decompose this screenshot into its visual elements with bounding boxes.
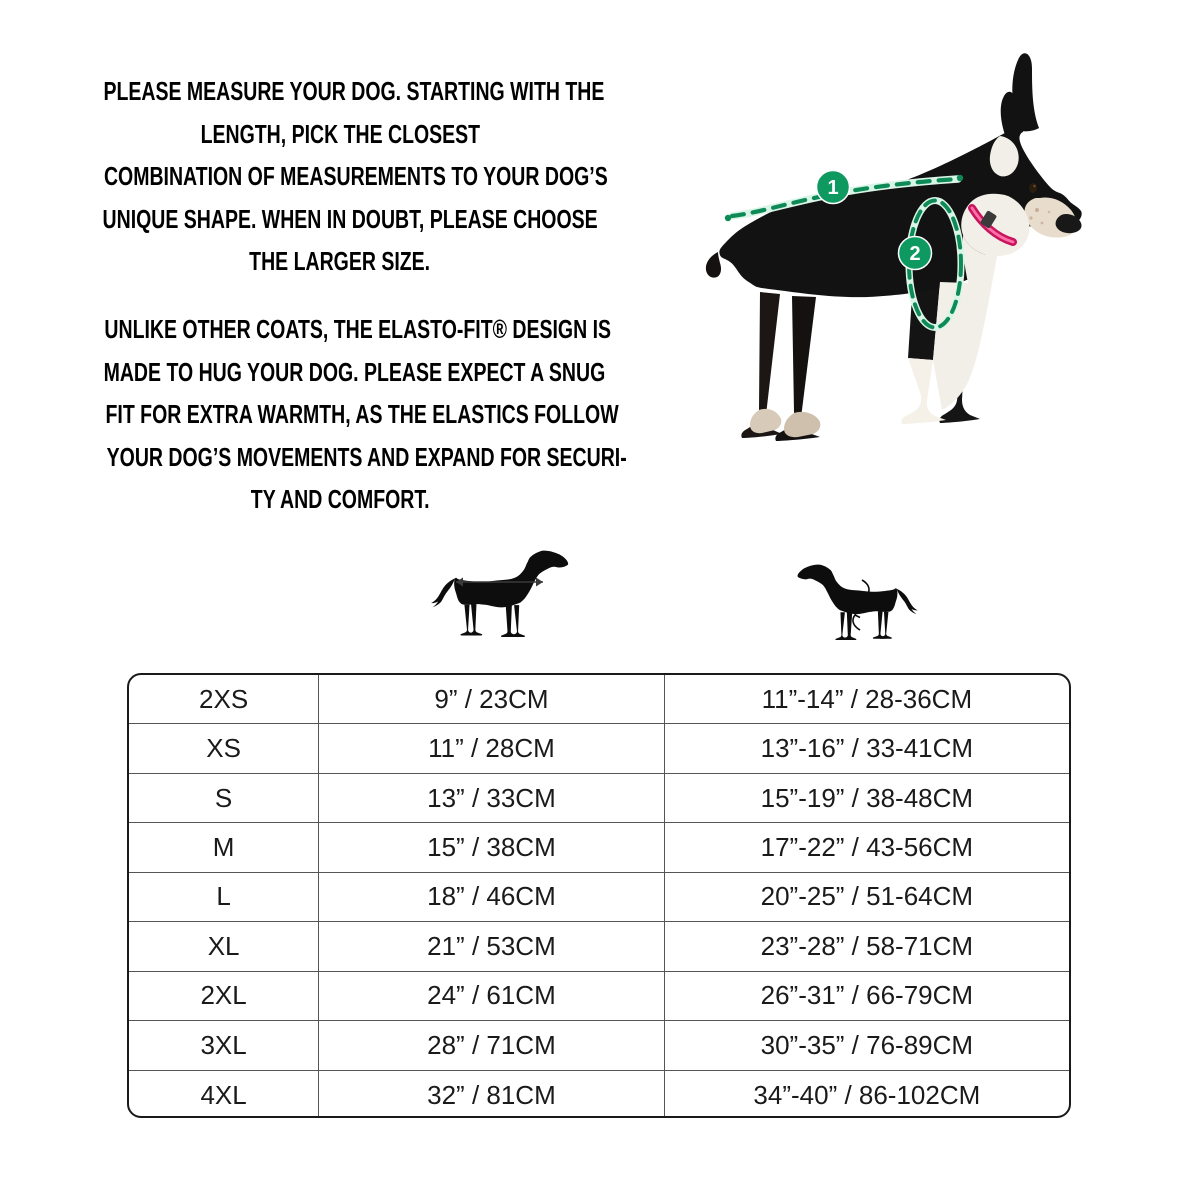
svg-text:2: 2 — [909, 243, 920, 265]
svg-text:1: 1 — [827, 177, 838, 199]
